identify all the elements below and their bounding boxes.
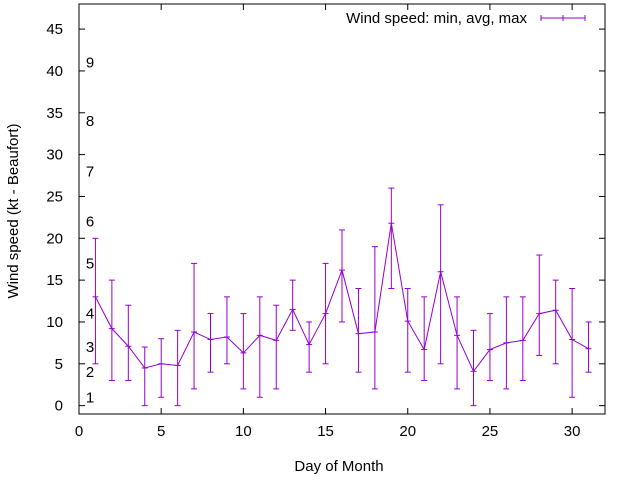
- y-tick-label: 30: [46, 147, 63, 164]
- plot-frame: [78, 3, 606, 415]
- x-tick-label: 10: [235, 423, 252, 440]
- beaufort-label: 7: [86, 163, 94, 180]
- legend-sample: [540, 15, 586, 21]
- x-tick-label: 15: [317, 423, 334, 440]
- y-tick-label: 0: [55, 398, 63, 415]
- x-axis-title: Day of Month: [294, 458, 383, 475]
- beaufort-label: 6: [86, 214, 94, 231]
- data-layer: [92, 187, 592, 407]
- legend: Wind speed: min, avg, max: [346, 10, 586, 27]
- y-tick-label: 20: [46, 230, 63, 247]
- y-tick-label: 5: [55, 356, 63, 373]
- beaufort-layer: 1 2 3 4 5 6 7 8 9: [86, 55, 94, 407]
- y-tick-label: 35: [46, 105, 63, 122]
- x-tick-label: 30: [564, 423, 581, 440]
- beaufort-label: 8: [86, 113, 94, 130]
- beaufort-label: 9: [86, 55, 94, 72]
- beaufort-label: 1: [86, 389, 94, 406]
- legend-label: Wind speed: min, avg, max: [346, 10, 527, 27]
- y-tick-label: 40: [46, 63, 63, 80]
- beaufort-label: 5: [86, 255, 94, 272]
- beaufort-label: 2: [86, 364, 94, 381]
- beaufort-label: 4: [86, 306, 94, 323]
- beaufort-label: 3: [86, 339, 94, 356]
- x-tick-label: 20: [399, 423, 416, 440]
- y-tick-label: 25: [46, 188, 63, 205]
- y-tick-label: 15: [46, 272, 63, 289]
- x-tick-label: 0: [75, 423, 83, 440]
- y-tick-label: 10: [46, 314, 63, 331]
- y-tick-label: 45: [46, 21, 63, 38]
- x-tick-label: 25: [482, 423, 499, 440]
- x-tick-label: 5: [157, 423, 165, 440]
- y-axis-title: Wind speed (kt - Beaufort): [5, 123, 22, 298]
